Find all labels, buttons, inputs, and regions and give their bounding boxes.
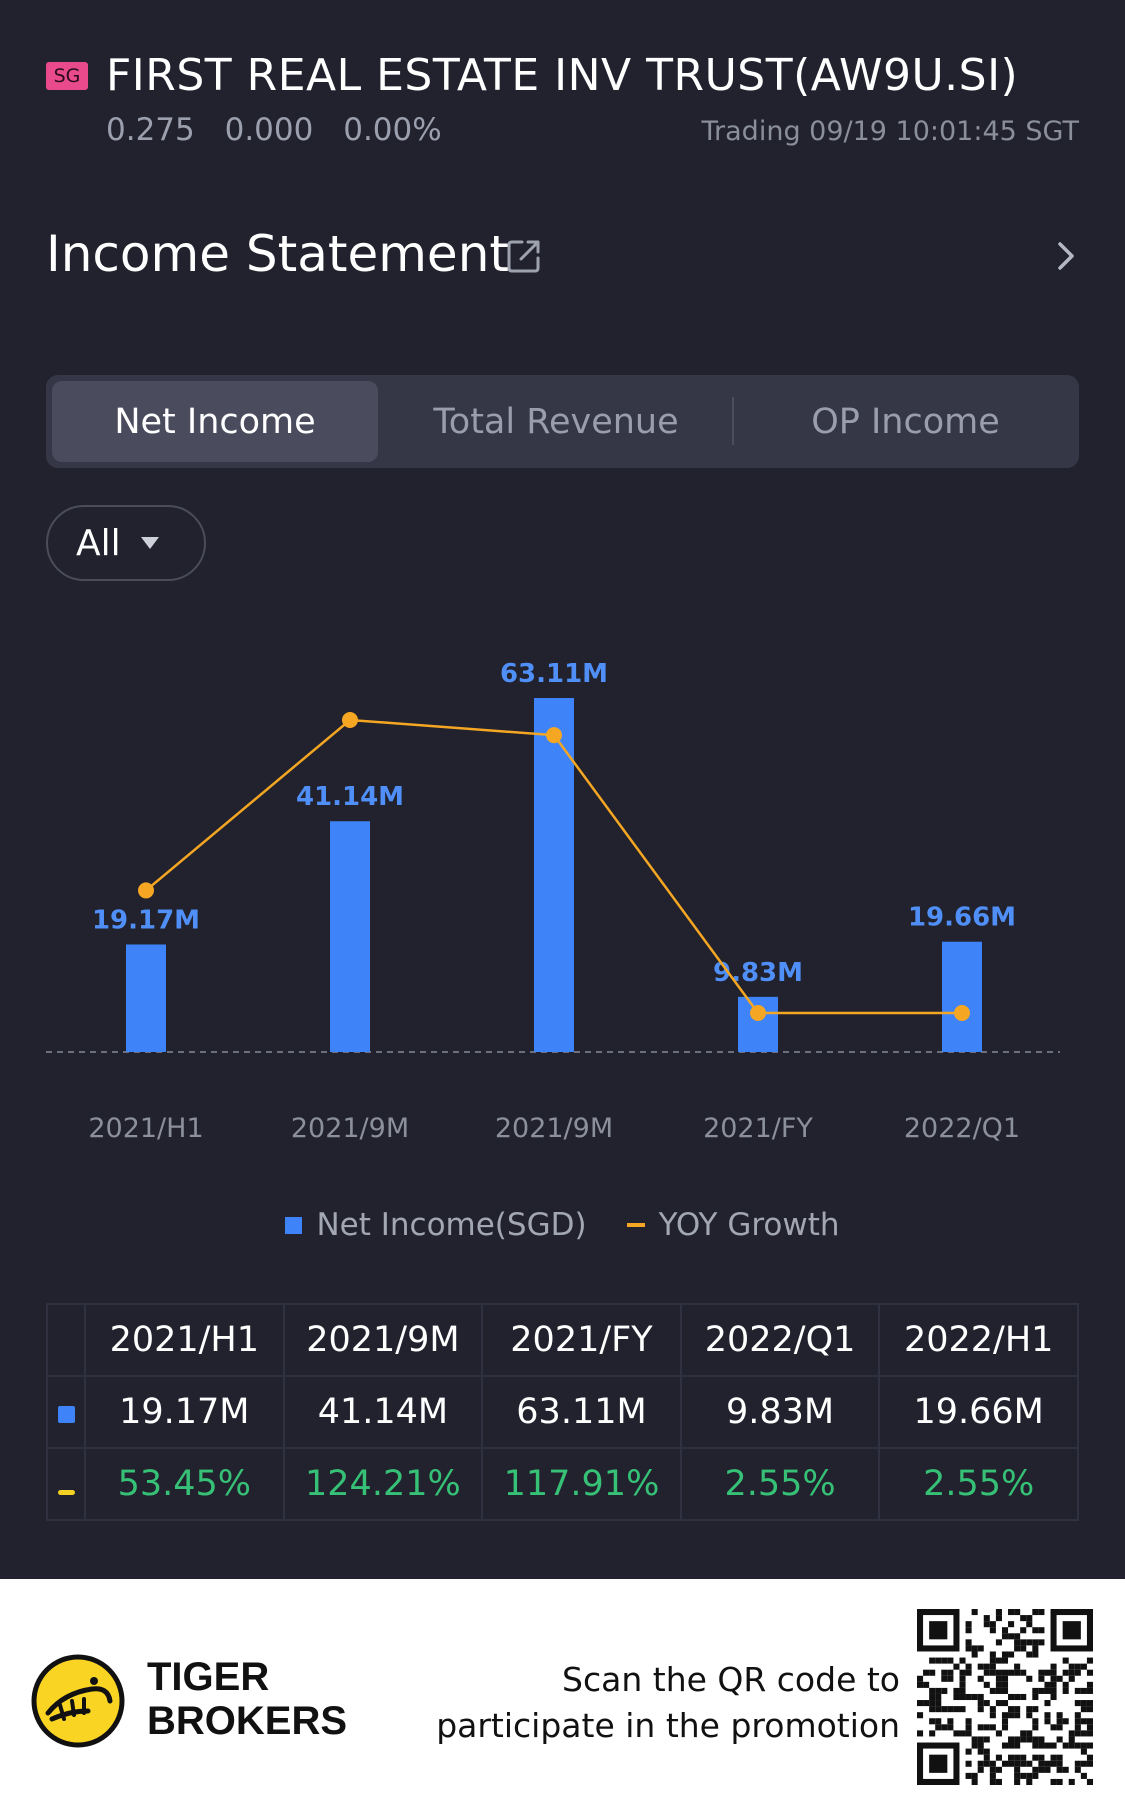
bar-net-income [126,944,166,1052]
market-badge: SG [46,62,88,90]
promo-text: Scan the QR code to participate in the p… [436,1657,900,1749]
table-header: 2021/9M [282,1303,484,1377]
table-header: 2021/H1 [84,1303,285,1377]
income-table: 2021/H1 2021/9M 2021/FY 2022/Q1 2022/H1 … [46,1303,1079,1521]
table-header: 2022/H1 [878,1303,1079,1377]
table-header: 2022/Q1 [679,1303,881,1377]
yoy-growth-point [954,1005,970,1021]
section-title: Income Statement [46,225,509,283]
bar-value-label: 41.14M [296,782,404,812]
brand-line-2: BROKERS [147,1699,348,1743]
bar-value-label: 9.83M [713,958,803,988]
stock-name: FIRST REAL ESTATE INV TRUST(AW9U.SI) [106,50,1019,101]
tab-net-income[interactable]: Net Income [52,381,378,462]
brand-name: TIGER BROKERS [147,1655,347,1743]
metric-tabs: Net Income Total Revenue OP Income [46,375,1079,468]
promo-line-2: participate in the promotion [436,1706,900,1745]
table-header-row: 2021/H1 2021/9M 2021/FY 2022/Q1 2022/H1 [46,1303,1079,1377]
yoy-growth-point [138,882,154,899]
yoy-growth-point [342,712,358,728]
bar-net-income [942,941,982,1052]
caret-down-icon [140,537,159,549]
table-cell: 19.66M [878,1375,1079,1449]
net-income-row-icon [46,1375,86,1449]
net-income-chart: 19.17M 2021/H1 41.14M 2021/9M 63.11M 2021/9M 9… [46,659,1060,1144]
tab-total-revenue[interactable]: Total Revenue [433,401,679,442]
table-cell: 19.17M [84,1375,285,1449]
legend-bar-swatch [285,1216,303,1234]
qr-code-icon[interactable] [917,1609,1093,1785]
external-link-icon[interactable] [504,236,544,276]
table-cell: 41.14M [282,1375,484,1449]
price-change: 0.000 [224,112,314,148]
bar-value-label: 19.17M [92,905,200,935]
table-header: 2021/FY [481,1303,682,1377]
x-axis-tick-label: 2021/9M [291,1113,409,1144]
table-cell: 124.21% [282,1447,484,1521]
last-price: 0.275 [106,112,195,148]
table-cell: 2.55% [878,1447,1079,1521]
legend-net-income: Net Income(SGD) [316,1207,587,1243]
yoy-growth-point [750,1005,766,1021]
yoy-row-icon [46,1447,86,1521]
table-cell: 53.45% [84,1447,285,1521]
bar-value-label: 63.11M [500,659,608,689]
promo-footer: TIGER BROKERS Scan the QR code to partic… [0,1579,1125,1818]
x-axis-tick-label: 2022/Q1 [904,1113,1020,1144]
legend-yoy-growth: YOY Growth [658,1207,840,1243]
x-axis-tick-label: 2021/FY [703,1113,813,1144]
table-row-net-income: 19.17M 41.14M 63.11M 9.83M 19.66M [46,1375,1079,1449]
table-cell: 9.83M [679,1375,881,1449]
table-cell: 63.11M [481,1375,682,1449]
price-change-pct: 0.00% [343,112,442,148]
table-cell: 2.55% [679,1447,881,1521]
chart-legend: Net Income(SGD) YOY Growth [0,1200,1125,1250]
x-axis-tick-label: 2021/9M [495,1113,613,1144]
yoy-growth-point [546,727,562,744]
chevron-right-icon[interactable] [1051,236,1081,276]
quote-line: 0.275 0.000 0.00% [106,112,462,148]
tiger-logo-icon [31,1654,125,1748]
stock-header: SG FIRST REAL ESTATE INV TRUST(AW9U.SI) … [0,0,1125,170]
trading-status: Trading 09/19 10:01:45 SGT [701,116,1079,147]
brand-line-1: TIGER [147,1655,270,1699]
bar-net-income [534,698,574,1052]
tab-op-income[interactable]: OP Income [811,401,1000,442]
promo-line-1: Scan the QR code to [562,1660,900,1699]
table-corner [46,1303,86,1377]
table-row-yoy-growth: 53.45% 124.21% 117.91% 2.55% 2.55% [46,1447,1079,1521]
bar-value-label: 19.66M [908,903,1016,933]
table-cell: 117.91% [481,1447,682,1521]
period-filter-dropdown[interactable]: All [46,505,206,581]
period-filter-value: All [76,522,121,564]
bar-net-income [330,821,370,1052]
x-axis-tick-label: 2021/H1 [88,1113,203,1144]
tab-divider [732,397,734,445]
legend-line-swatch [626,1223,645,1227]
